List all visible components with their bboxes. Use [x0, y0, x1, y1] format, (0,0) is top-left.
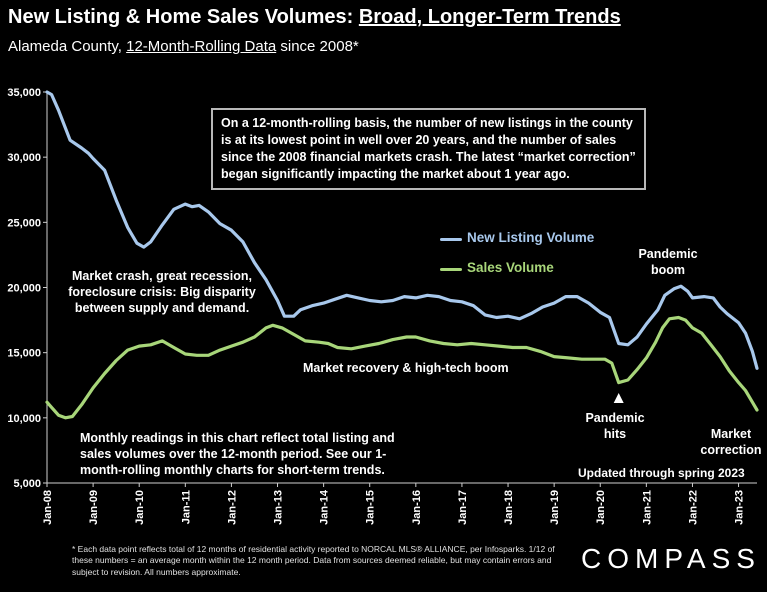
summary-callout: On a 12-month-rolling basis, the number … [211, 108, 646, 190]
x-tick-label: Jan-09 [88, 490, 100, 525]
annotation-readings-text: Monthly readings in this chart reflect t… [80, 431, 395, 477]
x-tick-label: Jan-12 [226, 490, 238, 525]
y-tick-label: 10,000 [7, 413, 41, 425]
x-tick-label: Jan-20 [595, 490, 607, 525]
annotation-pandemic-boom-line1: Pandemic [638, 247, 698, 261]
y-tick-label: 20,000 [7, 283, 41, 295]
title-underlined: Broad, Longer-Term Trends [358, 6, 621, 28]
footnote: * Each data point reflects total of 12 m… [72, 544, 555, 577]
x-tick-label: Jan-22 [687, 490, 699, 525]
chart-axes: 5,000 10,000 15,000 20,000 25,000 30,000 35,00… [7, 87, 757, 525]
annotation-correction: Market correction [695, 426, 767, 458]
annotation-pandemic-hits: Pandemic hits [575, 410, 655, 442]
y-tick-label: 30,000 [7, 152, 41, 164]
series-line-new-listing [45, 90, 759, 370]
page-subtitle: Alameda County, 12-Month-Rolling Data si… [8, 38, 359, 55]
subtitle-since: since 2008* [276, 38, 359, 55]
annotation-readings: Monthly readings in this chart reflect t… [80, 430, 400, 478]
subtitle-underlined: 12-Month-Rolling Data [126, 38, 277, 55]
annotation-pandemic-hits-line1: Pandemic [585, 411, 645, 425]
page-title: New Listing & Home Sales Volumes: Broad,… [8, 6, 621, 29]
x-tick-label: Jan-16 [411, 490, 423, 525]
x-tick-label: Jan-18 [503, 490, 515, 525]
x-tick-label: Jan-19 [549, 490, 561, 525]
x-tick-label: Jan-08 [42, 490, 54, 525]
annotation-crash: Market crash, great recession, foreclosu… [68, 269, 256, 315]
annotation-pandemic-boom-line2: boom [650, 263, 686, 277]
legend-swatch-new-listing [440, 238, 462, 241]
annotation-correction-line1: Market [710, 427, 752, 441]
x-tick-label: Jan-14 [319, 489, 331, 525]
y-tick-label: 15,000 [7, 348, 41, 360]
x-tick-label: Jan-17 [457, 490, 469, 525]
y-tick-label: 5,000 [13, 478, 41, 490]
chart-series [45, 90, 759, 420]
subtitle-region: Alameda County, [8, 38, 127, 55]
annotation-updated: Updated through spring 2023 [578, 466, 745, 480]
annotation-pandemic-hits-line2: hits [603, 427, 627, 441]
annotation-correction-line2: correction [700, 443, 762, 457]
series-line-sales [45, 315, 759, 420]
chart-markers [613, 393, 624, 403]
legend-swatch-sales [440, 268, 462, 271]
compass-logo: COMPASS [581, 543, 761, 574]
title-main: New Listing & Home Sales Volumes: [8, 6, 359, 28]
legend-label-sales: Sales Volume [467, 260, 554, 275]
y-tick-label: 35,000 [7, 87, 41, 99]
x-tick-label: Jan-10 [134, 490, 146, 525]
pandemic-hits-arrow-icon [613, 393, 624, 403]
x-tick-label: Jan-23 [734, 490, 746, 525]
y-tick-label: 25,000 [7, 217, 41, 229]
annotation-pandemic-boom: Pandemic boom [628, 246, 708, 278]
x-tick-label: Jan-11 [180, 490, 192, 524]
legend-label-new-listing: New Listing Volume [467, 230, 595, 245]
x-tick-label: Jan-21 [641, 490, 653, 525]
x-tick-label: Jan-15 [365, 490, 377, 525]
x-tick-label: Jan-13 [273, 490, 285, 525]
annotation-recovery: Market recovery & high-tech boom [303, 361, 509, 375]
